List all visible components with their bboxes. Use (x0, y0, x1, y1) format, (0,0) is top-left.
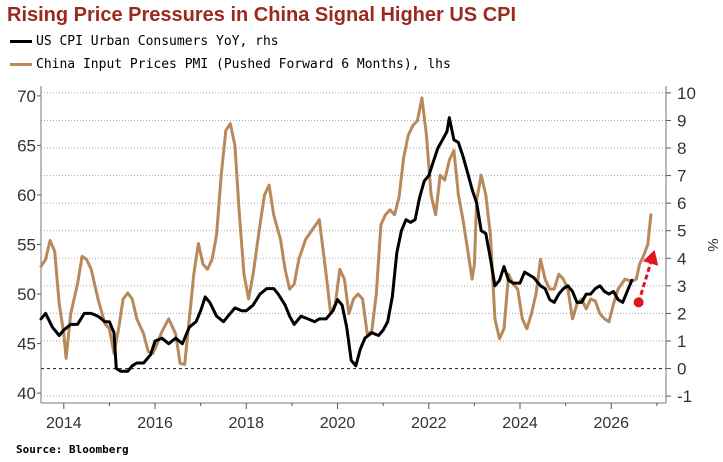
left-tick-label-55: 55 (17, 236, 36, 255)
right-tick-label-0: 0 (677, 360, 686, 379)
left-tick-label-50: 50 (17, 285, 36, 304)
right-tick-label-5: 5 (677, 222, 686, 241)
right-tick-label-2: 2 (677, 304, 686, 323)
left-tick-label-65: 65 (17, 136, 36, 155)
arrow-head (642, 250, 659, 266)
legend-label-us-cpi: US CPI Urban Consumers YoY, rhs (36, 34, 279, 49)
left-tick-label-40: 40 (17, 384, 36, 403)
series-lines (39, 96, 653, 373)
right-tick-label-1: 1 (677, 332, 686, 351)
x-tick-label-2024: 2024 (502, 415, 538, 432)
left-tick-label-70: 70 (17, 87, 36, 106)
arrow-shaft (637, 262, 652, 303)
legend-item-us-cpi: US CPI Urban Consumers YoY, rhs (10, 34, 279, 49)
right-tick-label-3: 3 (677, 277, 686, 296)
left-tick-label-60: 60 (17, 186, 36, 205)
right-tick-label-8: 8 (677, 139, 686, 158)
right-axis-unit-label: % (704, 238, 721, 251)
right-tick-label-6: 6 (677, 194, 686, 213)
annotations (633, 250, 659, 308)
right-tick-label-4: 4 (677, 249, 686, 268)
x-tick-label-2026: 2026 (593, 415, 629, 432)
left-tick-label-45: 45 (17, 335, 36, 354)
x-tick-label-2022: 2022 (411, 415, 447, 432)
right-tick-label--1: -1 (677, 387, 692, 406)
legend-swatch-china-pmi (10, 63, 32, 66)
right-tick-label-9: 9 (677, 111, 686, 130)
x-tick-label-2020: 2020 (320, 415, 356, 432)
chart-title: Rising Price Pressures in China Signal H… (7, 4, 517, 26)
right-tick-label-7: 7 (677, 167, 686, 186)
legend-label-china-pmi: China Input Prices PMI (Pushed Forward 6… (36, 57, 451, 72)
gridlines (41, 92, 666, 397)
x-tick-label-2016: 2016 (137, 415, 173, 432)
x-tick-label-2014: 2014 (46, 415, 82, 432)
x-tick-label-2018: 2018 (228, 415, 264, 432)
legend-item-china-pmi: China Input Prices PMI (Pushed Forward 6… (10, 57, 451, 72)
series-line-us-cpi (39, 116, 634, 373)
source-note: Source: Bloomberg (16, 443, 129, 456)
legend-swatch-us-cpi (10, 40, 32, 43)
right-tick-label-10: 10 (677, 84, 696, 103)
series-line-china-pmi (39, 96, 653, 366)
